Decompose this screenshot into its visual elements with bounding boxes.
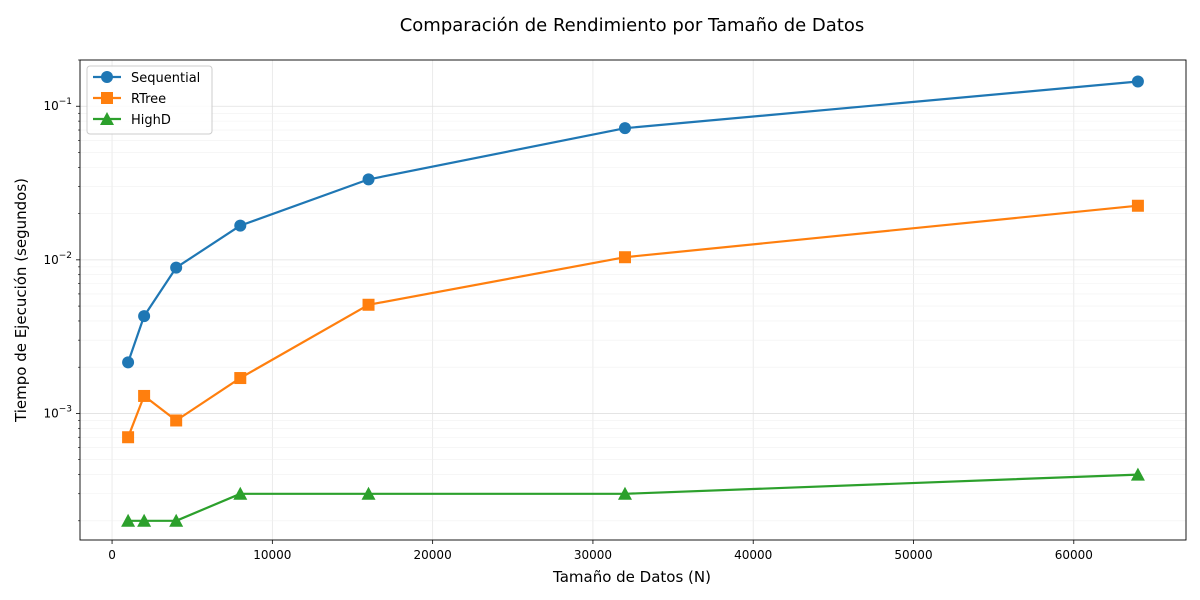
chart-title: Comparación de Rendimiento por Tamaño de… [400,15,865,36]
data-point [169,513,184,527]
series-line [127,204,1139,438]
x-tick-label: 10000 [253,548,291,562]
data-point [233,486,248,500]
legend-item-rtree: RTree [93,92,166,107]
series-line [128,473,1138,522]
data-point [361,486,376,500]
x-tick-label: 20000 [414,548,452,562]
data-point [121,513,136,527]
y-tick-label: 10−3 [43,404,72,420]
grid [80,59,1186,540]
legend-label: HighD [131,113,171,128]
legend: Sequential RTree HighD [86,65,213,135]
legend-box [86,65,213,135]
data-point [618,122,631,135]
data-point [170,414,183,427]
x-tick-label: 30000 [574,548,612,562]
legend-marker [101,92,113,104]
legend-marker [100,112,114,125]
data-point [138,389,151,402]
legend-item-sequential: Sequential [93,71,200,86]
legend-marker [101,71,113,83]
data-point [1131,75,1144,88]
data-point [122,431,135,444]
data-point [1130,467,1145,481]
series-lines [121,75,1145,527]
data-point [1131,199,1144,212]
data-point [362,173,375,186]
y-tick-base: 10 [43,253,58,267]
plot-frame [79,59,1187,541]
legend-label: RTree [131,92,166,107]
data-point [122,356,135,369]
y-tick-label: 10−2 [43,251,72,267]
data-point [138,310,151,323]
x-axis-ticks: 0 10000 20000 30000 40000 50000 60000 [108,540,1093,562]
data-point [234,372,247,385]
y-tick-exponent: −1 [59,97,72,107]
y-axis-ticks: 10−310−210−1 [43,59,80,522]
axes [79,59,1187,541]
y-tick-base: 10 [43,406,58,420]
x-tick-label: 40000 [734,548,772,562]
series-highd [121,467,1145,527]
data-point [234,219,247,232]
y-tick-exponent: −3 [59,404,72,414]
x-tick-label: 50000 [894,548,932,562]
data-point [137,513,152,527]
legend-item-highd: HighD [93,112,171,128]
y-axis-label: Tiempo de Ejecución (segundos) [12,178,30,423]
data-point [618,251,631,264]
y-tick-exponent: −2 [59,251,72,261]
data-point [362,298,375,311]
x-axis-label: Tamaño de Datos (N) [552,568,711,586]
y-tick-label: 10−1 [43,97,72,113]
legend-label: Sequential [131,71,200,86]
data-point [617,486,632,500]
y-tick-base: 10 [43,99,58,113]
series-sequential [122,75,1144,369]
series-rtree [122,199,1144,444]
x-tick-label: 0 [108,548,116,562]
x-tick-label: 60000 [1055,548,1093,562]
data-point [170,261,183,274]
